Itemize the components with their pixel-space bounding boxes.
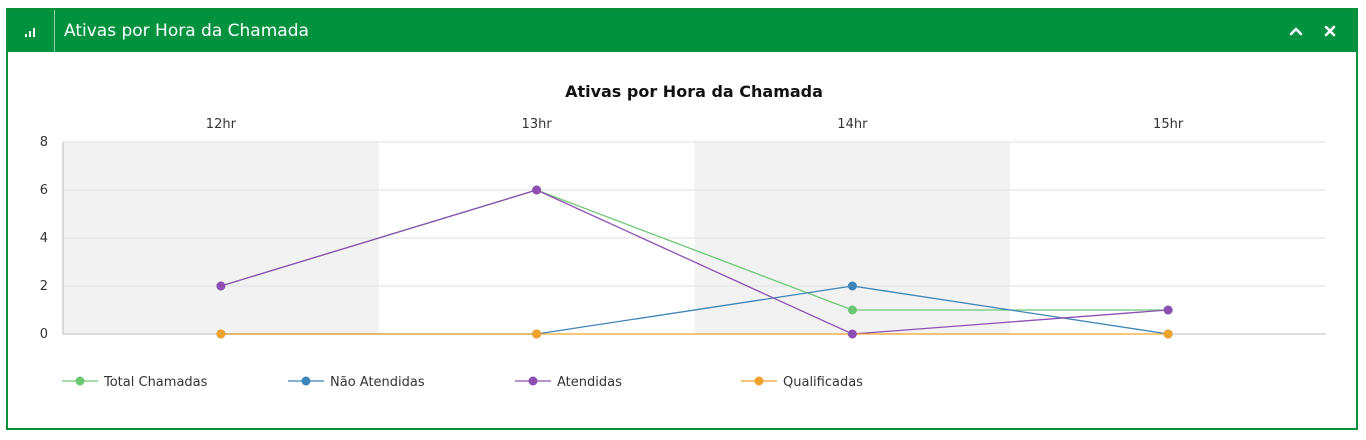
data-point <box>532 329 542 339</box>
data-point <box>1163 305 1173 315</box>
y-tick-label: 4 <box>40 231 48 246</box>
data-point <box>847 329 857 339</box>
series-line <box>220 189 1169 335</box>
data-point <box>216 281 226 291</box>
data-point <box>216 329 226 339</box>
legend-label: Não Atendidas <box>330 375 425 390</box>
bar-signal-icon <box>8 10 55 52</box>
panel-header: Ativas por Hora da Chamada <box>8 10 1356 52</box>
legend-label: Atendidas <box>557 375 622 390</box>
y-tick-label: 6 <box>40 183 48 198</box>
data-point <box>847 281 857 291</box>
data-point <box>847 305 857 315</box>
close-icon[interactable] <box>1320 21 1340 41</box>
data-point <box>532 185 542 195</box>
legend-marker <box>754 376 764 386</box>
x-tick-label: 13hr <box>522 117 553 132</box>
y-tick-label: 0 <box>40 327 48 342</box>
x-tick-label: 12hr <box>206 117 237 132</box>
x-tick-label: 15hr <box>1153 117 1184 132</box>
chart-title: Ativas por Hora da Chamada <box>565 82 823 101</box>
legend-marker <box>75 376 85 386</box>
panel-title: Ativas por Hora da Chamada <box>64 21 309 41</box>
chevron-up-icon[interactable] <box>1286 21 1306 41</box>
legend-marker <box>528 376 538 386</box>
y-tick-label: 8 <box>40 135 48 150</box>
legend-label: Total Chamadas <box>103 375 208 390</box>
y-tick-label: 2 <box>40 279 48 294</box>
x-tick-label: 14hr <box>837 117 868 132</box>
data-point <box>1163 329 1173 339</box>
legend-marker <box>301 376 311 386</box>
legend-label: Qualificadas <box>783 375 863 390</box>
